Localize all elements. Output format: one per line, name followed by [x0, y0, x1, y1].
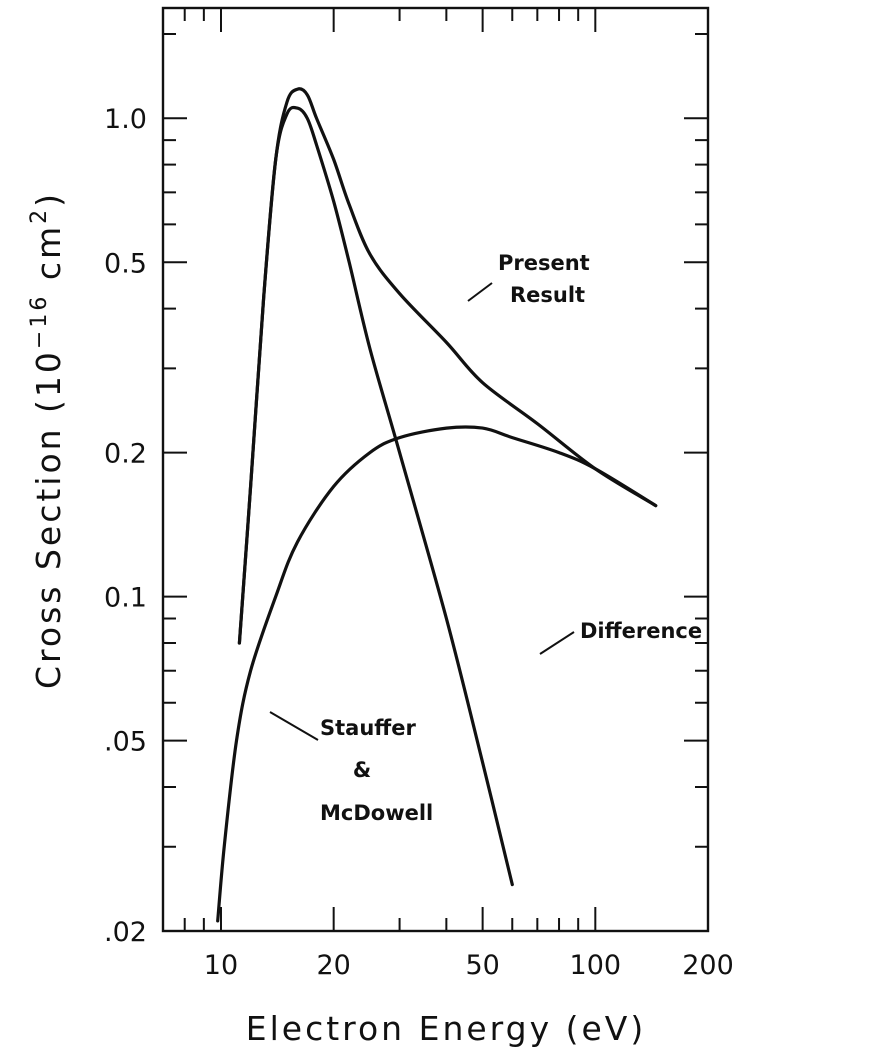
- annotation-mcdowell: McDowell: [320, 801, 433, 825]
- annotation-difference-text: Difference: [580, 619, 702, 643]
- y-tick-label: 0.5: [104, 248, 147, 279]
- annotation-stauffer-leader: [269, 711, 319, 741]
- plot-frame: [161, 6, 710, 933]
- y-axis-title-unit: cm: [29, 224, 68, 294]
- y-tick-label: 1.0: [104, 104, 147, 135]
- y-tick-label: .05: [104, 727, 147, 758]
- y-tick-label: .02: [104, 917, 147, 948]
- annotation-present: Present: [498, 251, 590, 275]
- y-axis-title-close: ): [29, 191, 68, 207]
- annotation-ampersand: &: [353, 758, 371, 782]
- x-tick-label: 20: [316, 950, 350, 981]
- annotation-difference-leader: [539, 631, 575, 655]
- y-axis-title-unit-exponent: 2: [27, 207, 52, 224]
- y-tick-labels: .02 .05 0.1 0.2 0.5 1.0: [104, 104, 147, 948]
- x-tick-label: 10: [204, 950, 238, 981]
- annotation-difference: Difference: [539, 619, 702, 655]
- axis-ticks: [162, 8, 709, 932]
- x-tick-labels: 10 20 50 100 200: [204, 950, 734, 981]
- y-tick-label: 0.1: [104, 583, 147, 614]
- annotation-result: Result: [510, 283, 585, 307]
- series-present-result-line: [237, 87, 658, 645]
- x-tick-label: 100: [570, 950, 622, 981]
- series-difference-line: [216, 425, 658, 923]
- y-tick-label: 0.2: [104, 439, 147, 470]
- x-tick-label: 200: [682, 950, 734, 981]
- y-axis-title-exponent: −16: [27, 294, 52, 349]
- curves: [216, 87, 658, 923]
- x-axis-title: Electron Energy (eV): [246, 1009, 647, 1048]
- annotation-stauffer-mcdowell: Stauffer & McDowell: [269, 711, 433, 825]
- x-tick-label: 50: [465, 950, 499, 981]
- series-stauffer-mcdowell-line: [237, 105, 514, 887]
- annotation-present-result: Present Result: [467, 251, 590, 307]
- y-axis-title-main: Cross Section (10: [29, 349, 68, 689]
- annotation-stauffer: Stauffer: [320, 716, 417, 740]
- annotation-present-leader: [467, 282, 493, 302]
- y-axis-title: Cross Section (10−16 cm2): [27, 191, 68, 689]
